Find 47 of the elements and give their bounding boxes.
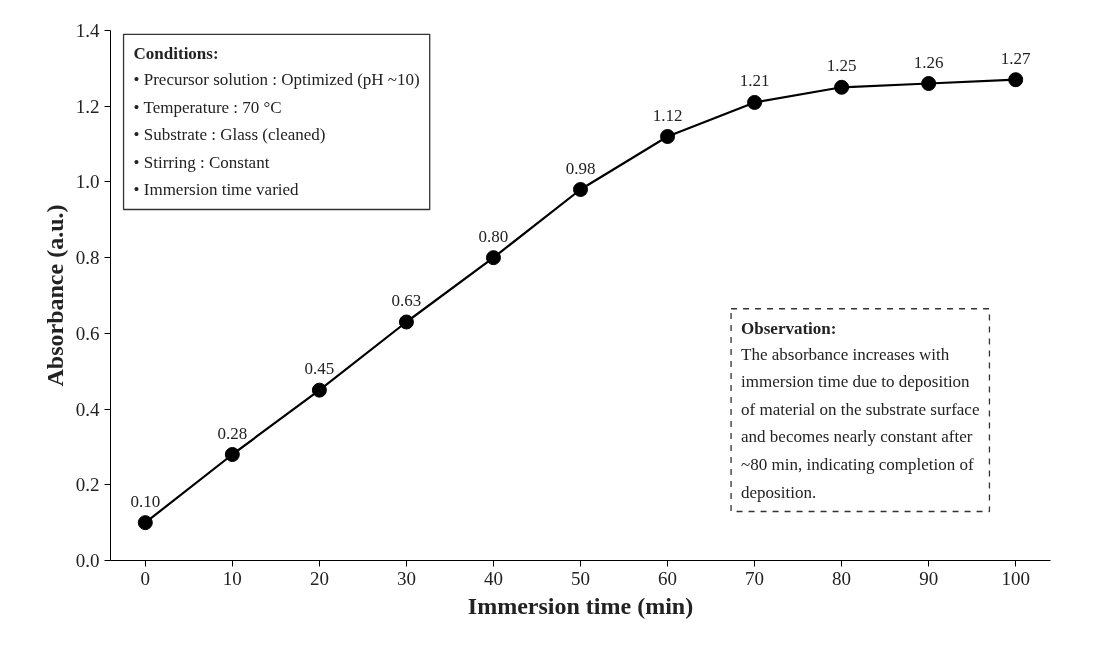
- data-label: 0.10: [130, 491, 161, 511]
- x-tick-label: 40: [483, 567, 503, 589]
- point: [224, 447, 240, 462]
- x-tick-label: 50: [571, 567, 590, 589]
- annotation: The absorbance increases with immersion time due to deposition of material on the substrate surface and becomes nearly constant after ~80 min, indicating completion of deposition.: [741, 344, 980, 502]
- x-axis-title: Immersion time (min): [467, 592, 694, 619]
- y-tick-label: 0.6: [75, 322, 100, 344]
- point: [921, 76, 937, 91]
- data-label: 0.63: [391, 291, 422, 310]
- data-label: 1.12: [652, 105, 683, 125]
- x-tick-label: 90: [919, 567, 939, 589]
- point: [398, 314, 414, 330]
- point: [660, 129, 676, 144]
- data-label: 1.26: [913, 52, 944, 72]
- x-tick-label: 80: [832, 567, 852, 589]
- point: [1008, 72, 1024, 88]
- data-label: 0.80: [478, 226, 509, 246]
- x-tick-label: 0: [140, 567, 151, 589]
- point: [137, 515, 153, 531]
- data-label: 1.25: [826, 56, 857, 76]
- y-tick-label: 0.4: [75, 398, 100, 420]
- x-tick-label: 10: [222, 567, 242, 589]
- y-tick-label: 1.4: [75, 20, 100, 41]
- y-axis-title: Absorbance (a.u.): [41, 204, 68, 387]
- point: [747, 94, 763, 110]
- point: [485, 250, 501, 266]
- point: [573, 182, 588, 197]
- y-tick-label: 0.2: [75, 474, 100, 496]
- annotation: Conditions:: [133, 44, 219, 64]
- y-tick-label: 0.0: [75, 550, 100, 571]
- data-label: 0.45: [304, 359, 335, 379]
- data-label: 1.21: [739, 71, 770, 91]
- annotation: Observation:: [741, 318, 837, 338]
- y-tick-label: 1.2: [75, 95, 100, 117]
- y-tick-label: 1.0: [75, 171, 100, 193]
- data-label: 1.27: [1000, 48, 1032, 68]
- x-tick-label: 60: [658, 567, 678, 589]
- x-tick-label: 100: [1001, 567, 1030, 589]
- x-tick-label: 30: [396, 567, 416, 589]
- annotation: • Precursor solution : Optimized (pH ~10) • Temperature : 70 °C • Substrate : Glass (cleaned) • Stirring : Constant • Immersion time varied: [133, 70, 420, 200]
- data-label: 0.28: [217, 423, 248, 443]
- point: [834, 79, 850, 95]
- x-tick-label: 70: [745, 567, 765, 589]
- point: [311, 382, 327, 398]
- x-tick-label: 20: [309, 567, 329, 589]
- y-tick-label: 0.8: [75, 247, 100, 269]
- data-label: 0.98: [565, 158, 596, 178]
